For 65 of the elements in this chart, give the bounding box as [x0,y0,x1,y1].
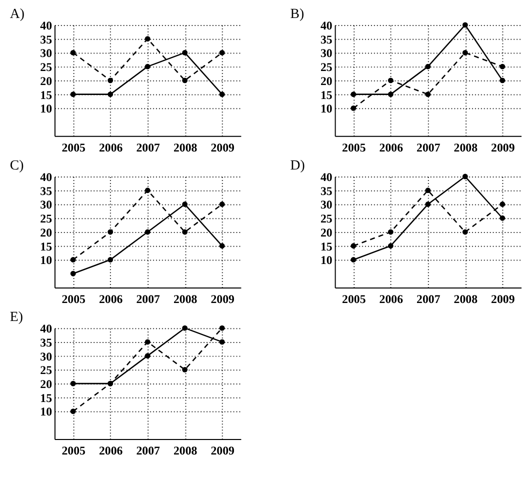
y-tick-label: 40 [40,170,52,184]
y-tick-label: 30 [320,198,332,212]
x-tick-label: 2006 [379,292,404,306]
x-tick-label: 2009 [491,292,515,306]
x-tick-label: 2006 [98,140,123,154]
y-tick-label: 15 [320,88,332,102]
x-tick-label: 2009 [210,140,235,154]
y-tick-label: 40 [320,18,332,32]
x-tick-label: 2005 [62,443,86,458]
y-tick-label: 25 [320,212,332,226]
x-tick-label: 2005 [342,140,366,154]
x-tick-label: 2005 [342,292,366,306]
y-tick-label: 25 [320,60,332,74]
x-tick-label: 2009 [491,140,515,154]
y-tick-label: 30 [40,349,52,364]
y-tick-label: 40 [40,322,52,336]
chart-title: B) [290,6,304,22]
chart-title: D) [290,158,305,173]
x-tick-label: 2007 [416,292,440,306]
y-tick-label: 20 [40,225,52,240]
x-tick-label: 2009 [210,292,235,306]
y-tick-label: 20 [40,377,52,392]
x-tick-label: 2007 [416,140,440,154]
x-tick-label: 2007 [136,140,160,154]
y-tick-label: 20 [320,225,332,240]
y-tick-label: 40 [40,18,52,32]
x-tick-label: 2005 [62,140,86,154]
x-tick-label: 2007 [136,292,160,306]
y-tick-label: 35 [40,184,52,198]
x-tick-label: 2008 [173,443,198,458]
y-tick-label: 20 [40,74,52,88]
x-tick-label: 2008 [173,292,198,306]
y-tick-label: 30 [40,46,52,60]
x-tick-label: 2006 [379,140,404,154]
y-tick-label: 15 [40,390,52,405]
chart-title: C) [10,158,24,173]
y-tick-label: 30 [40,198,52,212]
y-tick-label: 10 [40,404,52,419]
x-tick-label: 2005 [62,292,86,306]
y-tick-label: 35 [40,32,52,46]
x-tick-label: 2006 [98,443,123,458]
x-tick-label: 2008 [173,140,198,154]
y-tick-label: 25 [40,363,52,378]
x-tick-label: 2008 [454,292,478,306]
x-tick-label: 2008 [454,140,478,154]
y-tick-label: 15 [40,239,52,254]
x-tick-label: 2006 [98,292,123,306]
y-tick-label: 15 [320,239,332,254]
x-tick-label: 2009 [210,443,235,458]
y-tick-label: 20 [320,74,332,88]
y-tick-label: 15 [40,88,52,102]
y-tick-label: 10 [40,102,52,116]
y-tick-label: 35 [40,335,52,350]
y-tick-label: 35 [320,32,332,46]
y-tick-label: 30 [320,46,332,60]
x-tick-label: 2007 [136,443,160,458]
y-tick-label: 25 [40,212,52,226]
y-tick-label: 25 [40,60,52,74]
y-tick-label: 10 [320,102,332,116]
chart-title: A) [10,6,25,22]
y-tick-label: 10 [320,253,332,268]
y-tick-label: 10 [40,253,52,268]
y-tick-label: 40 [320,170,332,184]
chart-title: E) [10,309,23,324]
y-tick-label: 35 [320,184,332,198]
